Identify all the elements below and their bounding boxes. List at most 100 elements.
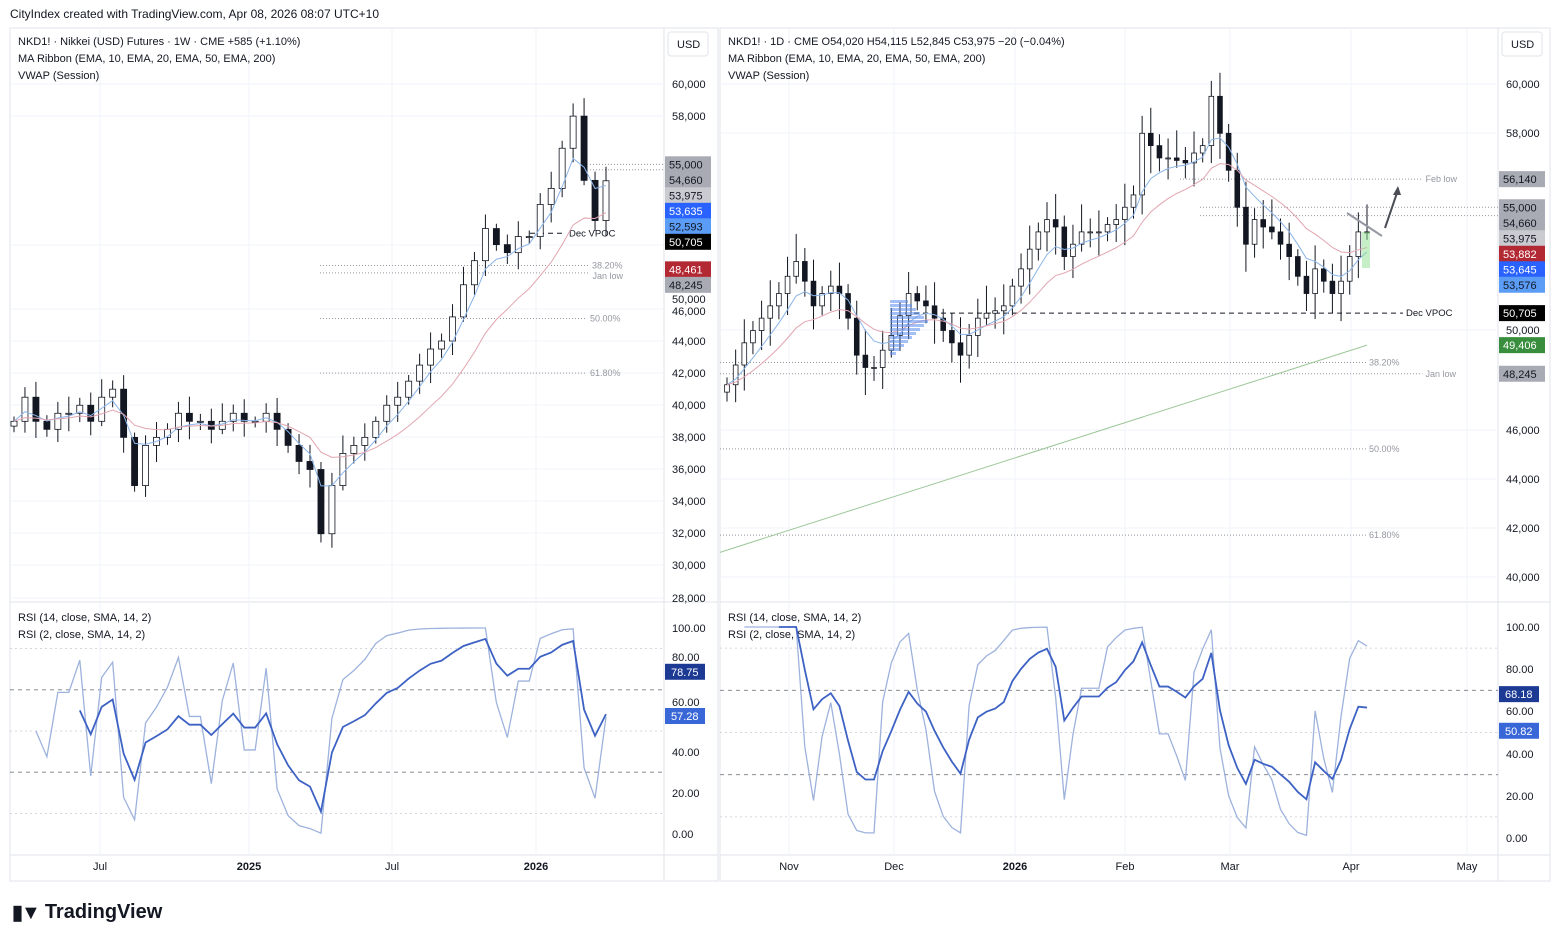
- candle: [1208, 80, 1215, 164]
- candle-body: [185, 412, 193, 422]
- candle-body: [1035, 231, 1042, 250]
- price-badge-label: 49,406: [1503, 340, 1537, 352]
- candle-body: [1096, 231, 1102, 234]
- price-tick-label: 58,000: [672, 111, 706, 123]
- candle: [558, 140, 566, 198]
- candle: [1009, 278, 1016, 316]
- candle: [1087, 218, 1094, 248]
- rsi-badge: [665, 663, 705, 680]
- candle: [350, 436, 358, 464]
- candle: [471, 251, 478, 295]
- candle-body: [1338, 280, 1344, 294]
- price-badge: [1499, 337, 1545, 354]
- candle-body: [871, 367, 877, 369]
- level-label: 50.00%: [1369, 444, 1400, 454]
- candle: [1199, 138, 1206, 163]
- projection-arrow[interactable]: [1384, 189, 1399, 229]
- candle: [819, 286, 825, 316]
- candle-body: [350, 445, 358, 454]
- rsi-legend-14[interactable]: RSI (14, close, SMA, 14, 2): [18, 612, 151, 624]
- candle-body: [196, 420, 204, 423]
- candle: [949, 313, 955, 363]
- ema-fast-line: [726, 137, 1368, 386]
- ma-ribbon-legend[interactable]: MA Ribbon (EMA, 10, EMA, 20, EMA, 50, EM…: [728, 53, 985, 65]
- candle: [65, 396, 73, 432]
- candle-body: [1070, 243, 1076, 257]
- candle: [1251, 208, 1258, 258]
- price-badge-label: 55,000: [669, 159, 703, 171]
- candle-body: [65, 412, 73, 415]
- candle-body: [481, 228, 489, 262]
- candle-body: [1303, 275, 1310, 294]
- rsi-legend-2[interactable]: RSI (2, close, SMA, 14, 2): [728, 629, 855, 641]
- time-axis-label: Apr: [1342, 861, 1359, 873]
- price-badge: [665, 202, 711, 219]
- ma-ribbon-legend[interactable]: MA Ribbon (EMA, 10, EMA, 20, EMA, 50, EM…: [18, 53, 275, 65]
- candle-body: [21, 396, 29, 422]
- vwap-legend[interactable]: VWAP (Session): [728, 70, 809, 82]
- rsi-legend-2[interactable]: RSI (2, close, SMA, 14, 2): [18, 629, 145, 641]
- candle: [569, 103, 577, 163]
- currency-button[interactable]: [1501, 31, 1543, 57]
- candle-body: [229, 412, 237, 422]
- candle-body: [949, 330, 955, 344]
- candle-body: [525, 236, 533, 238]
- candle-body: [438, 340, 445, 350]
- candle-body: [602, 180, 610, 221]
- candle-body: [853, 317, 860, 356]
- rsi-tick-label: 100.00: [1506, 622, 1540, 634]
- rsi-tick-label: 40.00: [672, 747, 700, 759]
- candle: [1355, 212, 1362, 279]
- rsi-tick-label: 60.00: [672, 697, 700, 709]
- candle: [862, 329, 869, 396]
- candle-body: [43, 420, 51, 430]
- candle: [525, 230, 533, 245]
- volume-profile-bar: [890, 312, 920, 315]
- candle: [1165, 138, 1171, 180]
- candle: [240, 399, 248, 437]
- trendline[interactable]: [1346, 212, 1383, 237]
- volume-profile-bar: [890, 348, 900, 351]
- candle: [32, 381, 40, 438]
- candle-body: [914, 293, 921, 302]
- price-badge-label: 54,660: [1503, 218, 1537, 230]
- candle-body: [1052, 219, 1059, 228]
- candle: [750, 321, 756, 355]
- candle: [1000, 284, 1007, 335]
- rsi-legend-14[interactable]: RSI (14, close, SMA, 14, 2): [728, 612, 861, 624]
- candle: [1044, 202, 1050, 252]
- candle-body: [514, 236, 522, 254]
- candle-body: [251, 420, 259, 423]
- candle: [536, 193, 544, 250]
- candle-body: [1044, 219, 1050, 233]
- vwap-legend[interactable]: VWAP (Session): [18, 70, 99, 82]
- rsi-badge: [1499, 686, 1539, 703]
- candle-body: [284, 428, 292, 446]
- candle-body: [879, 349, 886, 368]
- candle-body: [732, 364, 739, 386]
- candle: [1269, 199, 1275, 240]
- ema-mid-line: [13, 212, 607, 458]
- volume-profile-bar: [890, 308, 916, 311]
- rsi-14-line: [778, 626, 1368, 801]
- volume-profile-bar: [890, 336, 912, 339]
- candle: [185, 396, 193, 440]
- candle: [1346, 245, 1353, 295]
- candle-body: [940, 317, 946, 331]
- tradingview-logo[interactable]: ▮▼ TradingView: [12, 900, 162, 925]
- candle: [1260, 200, 1266, 249]
- rsi-badge-label: 57.28: [671, 711, 699, 723]
- volume-profile-bar: [890, 304, 912, 307]
- level-label: 38.20%: [592, 261, 623, 271]
- candle: [503, 234, 511, 265]
- symbol-title: NKD1! · Nikkei (USD) Futures · 1W · CME …: [18, 36, 300, 48]
- candle-body: [1277, 231, 1284, 245]
- candle-body: [383, 404, 391, 422]
- candle: [1139, 115, 1145, 215]
- candle-body: [54, 412, 62, 430]
- candle-body: [317, 469, 325, 535]
- currency-button[interactable]: [667, 31, 709, 57]
- candle-body: [109, 388, 117, 398]
- candle-body: [10, 420, 18, 427]
